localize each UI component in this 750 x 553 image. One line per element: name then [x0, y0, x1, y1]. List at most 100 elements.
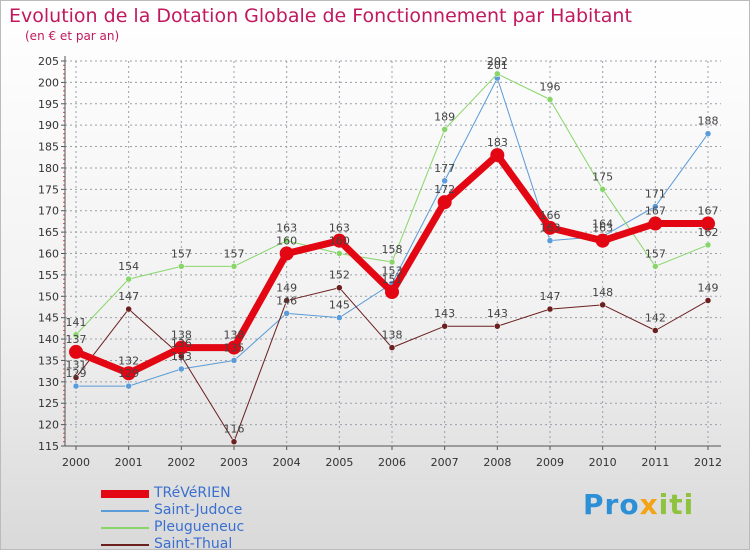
data-point-3 — [125, 305, 132, 313]
data-label-3: 131 — [66, 359, 87, 372]
data-point-1 — [652, 203, 659, 210]
data-label-1: 177 — [434, 162, 455, 175]
y-tick-label: 165 — [38, 226, 59, 239]
data-point-2 — [704, 241, 712, 249]
legend-label: TRéVéRIEN — [154, 485, 231, 501]
data-point-0 — [437, 195, 452, 210]
data-label-0: 183 — [487, 136, 508, 149]
legend-item-treverien[interactable]: TRéVéRIEN — [101, 485, 244, 502]
data-point-1 — [283, 310, 290, 317]
x-tick-label: 2005 — [325, 456, 353, 469]
data-label-2: 160 — [329, 235, 350, 248]
data-label-0: 167 — [698, 205, 719, 218]
data-label-3: 143 — [487, 307, 508, 320]
data-point-3 — [336, 284, 343, 291]
legend-item-saint-judoce[interactable]: Saint-Judoce — [101, 502, 244, 519]
data-label-1: 201 — [487, 59, 508, 72]
data-label-3: 136 — [171, 337, 192, 350]
x-tick-label: 2008 — [483, 456, 511, 469]
data-label-3: 149 — [698, 282, 719, 295]
data-label-0: 138 — [224, 329, 245, 342]
data-label-3: 116 — [224, 423, 245, 436]
data-label-3: 138 — [382, 329, 403, 342]
data-label-1: 146 — [276, 294, 297, 307]
y-tick-label: 160 — [38, 248, 59, 261]
y-tick-label: 200 — [38, 76, 59, 89]
legend-label: Saint-Thual — [154, 536, 233, 552]
data-label-1: 164 — [592, 217, 613, 230]
x-tick-label: 2000 — [62, 456, 90, 469]
data-point-3 — [283, 297, 290, 304]
data-point-1 — [336, 314, 343, 321]
x-tick-label: 2009 — [536, 456, 564, 469]
legend-label: Saint-Judoce — [154, 502, 243, 518]
data-label-1: 133 — [171, 350, 192, 363]
legend-swatch — [101, 509, 149, 512]
data-point-2 — [230, 263, 238, 270]
data-label-2: 163 — [276, 222, 297, 235]
y-tick-label: 155 — [38, 269, 59, 282]
data-point-1 — [125, 382, 132, 390]
data-point-0 — [279, 246, 294, 261]
data-point-2 — [599, 186, 606, 193]
data-label-3: 149 — [276, 282, 297, 295]
legend: TRéVéRIEN Saint-Judoce Pleugueneuc Saint… — [101, 485, 244, 553]
y-tick-label: 190 — [38, 119, 59, 132]
data-label-2: 202 — [487, 55, 508, 68]
data-label-3: 147 — [540, 290, 561, 303]
y-tick-label: 145 — [38, 312, 59, 325]
data-label-2: 141 — [66, 316, 87, 329]
data-point-3 — [546, 305, 554, 313]
data-point-3 — [230, 438, 238, 445]
data-point-0 — [648, 216, 663, 231]
data-point-0 — [174, 340, 189, 355]
data-label-2: 154 — [118, 260, 139, 273]
legend-swatch — [101, 489, 149, 498]
data-point-2 — [72, 331, 80, 339]
data-label-0: 163 — [329, 222, 350, 235]
legend-swatch — [101, 543, 149, 546]
data-point-1 — [72, 382, 80, 390]
data-point-1 — [546, 237, 554, 244]
y-tick-label: 120 — [38, 419, 59, 432]
data-label-2: 158 — [382, 243, 403, 256]
y-tick-label: 150 — [38, 290, 59, 303]
data-point-3 — [652, 327, 659, 334]
y-tick-label: 125 — [38, 397, 59, 410]
data-label-2: 157 — [224, 247, 245, 260]
data-label-2: 196 — [540, 81, 561, 94]
x-tick-label: 2011 — [641, 456, 669, 469]
data-point-2 — [388, 258, 396, 266]
x-tick-label: 2002 — [167, 456, 195, 469]
data-label-0: 167 — [645, 205, 666, 218]
data-point-3 — [72, 374, 80, 381]
y-tick-label: 140 — [38, 333, 59, 346]
data-point-2 — [336, 250, 343, 257]
data-label-2: 157 — [171, 247, 192, 260]
y-tick-label: 195 — [38, 98, 59, 111]
legend-item-pleugueneuc[interactable]: Pleugueneuc — [101, 519, 244, 536]
data-point-0 — [701, 216, 715, 231]
data-label-0: 166 — [540, 209, 561, 222]
data-label-1: 129 — [118, 367, 139, 380]
data-point-2 — [441, 126, 448, 133]
y-tick-label: 115 — [38, 440, 59, 453]
data-label-2: 189 — [434, 110, 455, 123]
data-point-0 — [595, 233, 610, 248]
x-tick-label: 2003 — [220, 456, 248, 469]
data-label-3: 147 — [118, 290, 139, 303]
legend-swatch — [101, 526, 149, 529]
data-point-3 — [704, 297, 712, 304]
data-point-2 — [494, 70, 501, 78]
data-point-2 — [178, 263, 185, 270]
data-label-0: 151 — [382, 273, 403, 286]
y-tick-label: 180 — [38, 162, 59, 175]
data-point-2 — [546, 96, 554, 103]
data-label-1: 188 — [698, 115, 719, 128]
data-label-0: 132 — [118, 354, 139, 367]
legend-item-saint-thual[interactable]: Saint-Thual — [101, 536, 244, 553]
data-label-0: 137 — [66, 333, 87, 346]
data-label-2: 175 — [592, 170, 613, 183]
